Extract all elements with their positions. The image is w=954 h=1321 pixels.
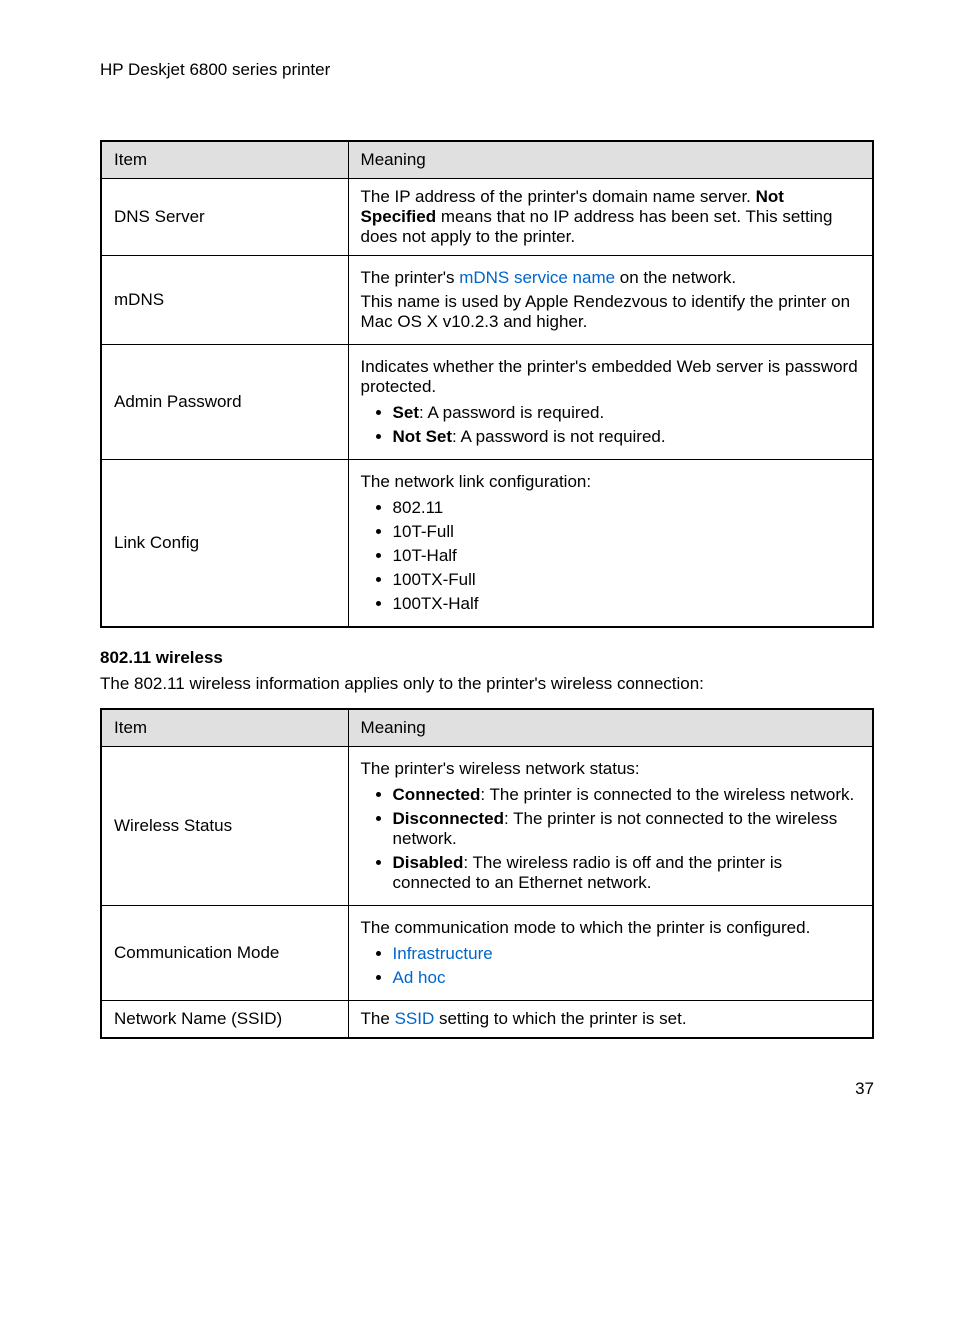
table-row: Link Config The network link configurati…: [101, 460, 873, 628]
col-item: Item: [101, 141, 348, 179]
col-meaning: Meaning: [348, 709, 873, 747]
mdns-link[interactable]: mDNS service name: [459, 268, 615, 287]
infrastructure-link[interactable]: Infrastructure: [393, 944, 493, 963]
row-label-mdns: mDNS: [101, 256, 348, 345]
wireless-heading: 802.11 wireless: [100, 648, 874, 668]
row-content-mdns: The printer's mDNS service name on the n…: [348, 256, 873, 345]
row-label-status: Wireless Status: [101, 747, 348, 906]
adhoc-link[interactable]: Ad hoc: [393, 968, 446, 987]
text-line: The printer's mDNS service name on the n…: [361, 268, 860, 288]
bullet-list: Infrastructure Ad hoc: [361, 944, 860, 988]
table-row: DNS Server The IP address of the printer…: [101, 179, 873, 256]
text: The: [361, 1009, 395, 1028]
col-meaning: Meaning: [348, 141, 873, 179]
wireless-info-table: Item Meaning Wireless Status The printer…: [100, 708, 874, 1039]
list-item: 10T-Full: [393, 522, 860, 542]
text-line: The communication mode to which the prin…: [361, 918, 860, 938]
text-line: The network link configuration:: [361, 472, 860, 492]
row-content-ssid: The SSID setting to which the printer is…: [348, 1001, 873, 1039]
wireless-description: The 802.11 wireless information applies …: [100, 674, 874, 694]
bullet-list: 802.11 10T-Full 10T-Half 100TX-Full 100T…: [361, 498, 860, 614]
text: on the network.: [615, 268, 736, 287]
list-item: Not Set: A password is not required.: [393, 427, 860, 447]
row-content-dns: The IP address of the printer's domain n…: [348, 179, 873, 256]
list-item: 10T-Half: [393, 546, 860, 566]
text: : A password is required.: [419, 403, 604, 422]
row-label-comm: Communication Mode: [101, 906, 348, 1001]
text: setting to which the printer is set.: [434, 1009, 686, 1028]
table-row: Admin Password Indicates whether the pri…: [101, 345, 873, 460]
list-item: Set: A password is required.: [393, 403, 860, 423]
bold-text: Disconnected: [393, 809, 504, 828]
text-line: The printer's wireless network status:: [361, 759, 860, 779]
row-label-dns: DNS Server: [101, 179, 348, 256]
row-content-comm: The communication mode to which the prin…: [348, 906, 873, 1001]
text-line: This name is used by Apple Rendezvous to…: [361, 292, 860, 332]
list-item: Infrastructure: [393, 944, 860, 964]
bold-text: Disabled: [393, 853, 464, 872]
list-item: Disconnected: The printer is not connect…: [393, 809, 860, 849]
list-item: 100TX-Full: [393, 570, 860, 590]
text: The IP address of the printer's domain n…: [361, 187, 756, 206]
network-info-table: Item Meaning DNS Server The IP address o…: [100, 140, 874, 628]
row-label-link: Link Config: [101, 460, 348, 628]
table-row: Communication Mode The communication mod…: [101, 906, 873, 1001]
table-row: Network Name (SSID) The SSID setting to …: [101, 1001, 873, 1039]
text-line: Indicates whether the printer's embedded…: [361, 357, 860, 397]
text: : The printer is connected to the wirele…: [480, 785, 854, 804]
row-content-admin: Indicates whether the printer's embedded…: [348, 345, 873, 460]
col-item: Item: [101, 709, 348, 747]
bold-text: Connected: [393, 785, 481, 804]
bold-text: Not Set: [393, 427, 453, 446]
text: The printer's: [361, 268, 460, 287]
list-item: 100TX-Half: [393, 594, 860, 614]
list-item: Disabled: The wireless radio is off and …: [393, 853, 860, 893]
row-label-ssid: Network Name (SSID): [101, 1001, 348, 1039]
page-number: 37: [100, 1079, 874, 1099]
bold-text: Set: [393, 403, 419, 422]
row-content-status: The printer's wireless network status: C…: [348, 747, 873, 906]
bullet-list: Connected: The printer is connected to t…: [361, 785, 860, 893]
page-header: HP Deskjet 6800 series printer: [100, 60, 874, 80]
text: : A password is not required.: [452, 427, 666, 446]
list-item: Ad hoc: [393, 968, 860, 988]
list-item: 802.11: [393, 498, 860, 518]
row-label-admin: Admin Password: [101, 345, 348, 460]
ssid-link[interactable]: SSID: [395, 1009, 435, 1028]
list-item: Connected: The printer is connected to t…: [393, 785, 860, 805]
row-content-link: The network link configuration: 802.11 1…: [348, 460, 873, 628]
table-row: Wireless Status The printer's wireless n…: [101, 747, 873, 906]
table-row: mDNS The printer's mDNS service name on …: [101, 256, 873, 345]
bullet-list: Set: A password is required. Not Set: A …: [361, 403, 860, 447]
